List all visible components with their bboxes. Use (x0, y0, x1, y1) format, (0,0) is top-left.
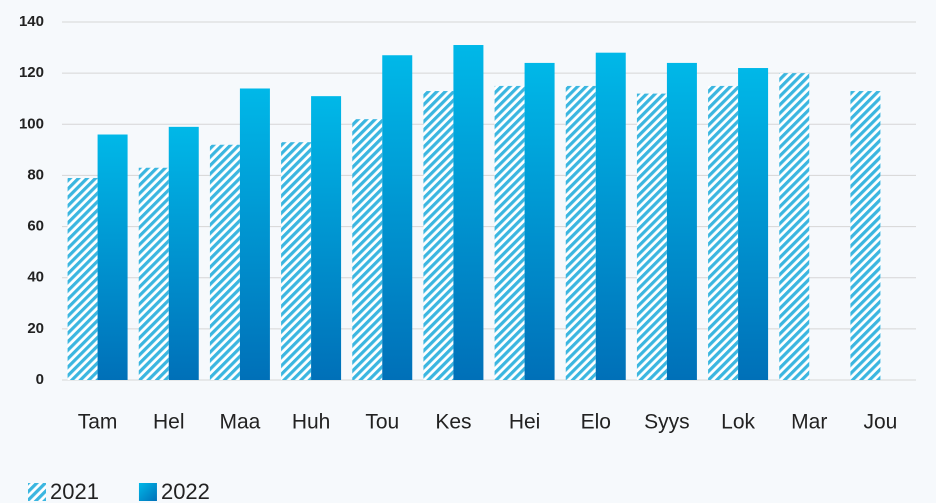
bar (708, 85, 739, 380)
y-tick-label: 140 (19, 13, 44, 30)
bar (453, 45, 484, 381)
bar (524, 62, 555, 381)
x-tick-label: Hel (153, 411, 185, 434)
bar (311, 96, 342, 381)
x-tick-label: Lok (721, 411, 755, 434)
x-tick-label: Kes (435, 411, 471, 434)
legend-swatch (138, 483, 157, 501)
bar (565, 85, 596, 380)
bar (666, 62, 697, 381)
y-tick-label: 20 (27, 320, 44, 337)
bar (352, 119, 383, 381)
bar (382, 55, 413, 380)
y-tick-label: 80 (27, 166, 44, 183)
bar (494, 85, 525, 380)
legend-label: 2022 (161, 479, 210, 503)
bar (168, 126, 199, 380)
y-tick-label: 100 (19, 115, 44, 132)
bar (595, 52, 626, 380)
y-tick-label: 40 (27, 269, 44, 286)
x-tick-label: Tam (78, 411, 118, 434)
bar (636, 93, 667, 380)
y-tick-label: 120 (19, 64, 44, 81)
y-tick-label: 0 (36, 371, 44, 388)
bar (779, 73, 810, 381)
x-tick-label: Tou (365, 411, 399, 434)
bar (138, 167, 169, 380)
bar (850, 91, 881, 381)
legend-label: 2021 (50, 479, 99, 503)
y-tick-label: 60 (27, 218, 44, 235)
bar (97, 134, 128, 380)
x-tick-label: Elo (581, 411, 611, 434)
bar (67, 177, 98, 380)
bar (239, 88, 270, 380)
x-tick-label: Hei (509, 411, 541, 434)
x-tick-label: Jou (863, 411, 897, 434)
legend-swatch (28, 483, 46, 501)
bar (281, 142, 312, 380)
x-tick-label: Maa (219, 411, 260, 434)
bar (423, 91, 454, 381)
x-tick-label: Huh (292, 411, 331, 434)
bar (738, 68, 769, 381)
x-tick-label: Syys (644, 411, 690, 434)
x-tick-label: Mar (791, 411, 827, 434)
bar (209, 144, 240, 380)
